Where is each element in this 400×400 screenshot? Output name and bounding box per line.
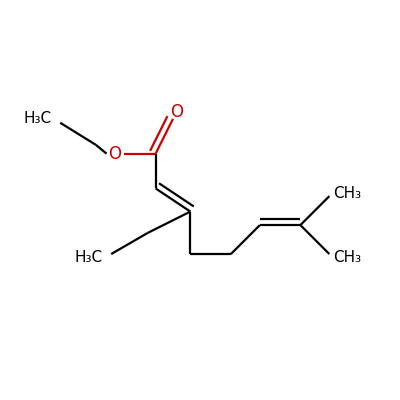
Text: CH₃: CH₃	[333, 186, 361, 200]
Text: H₃C: H₃C	[74, 250, 103, 266]
Text: CH₃: CH₃	[333, 250, 361, 265]
Text: O: O	[170, 103, 183, 121]
Text: O: O	[108, 145, 122, 163]
Text: H₃C: H₃C	[23, 112, 51, 126]
